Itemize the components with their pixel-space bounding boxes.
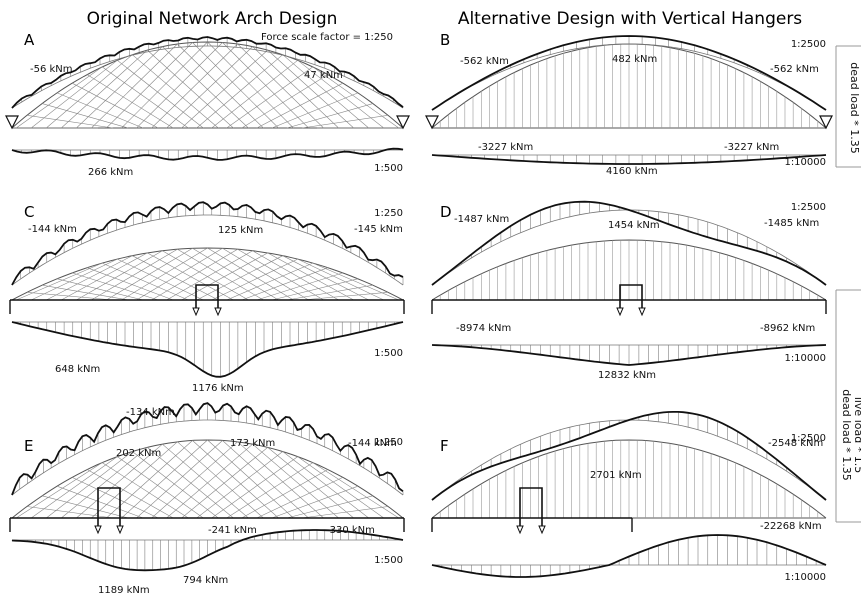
label-b-1: -562 kNm: [460, 56, 509, 67]
label-f-2: -2548 kNm: [768, 438, 823, 449]
moment-arch-d: [431, 200, 827, 286]
label-b-3: -562 kNm: [770, 64, 819, 75]
label-d-3: -1485 kNm: [764, 218, 819, 229]
label-e-4: -144 kNm: [348, 438, 397, 449]
label-e-2: 202 kNm: [116, 448, 161, 459]
label-c-1: -144 kNm: [28, 224, 77, 235]
arch-a: [11, 41, 404, 129]
scale-f-arch: 1:2500: [791, 433, 826, 444]
scale-d-arch: 1:2500: [791, 202, 826, 213]
label-c-2: 125 kNm: [218, 225, 263, 236]
label-e-6: -330 kNm: [326, 525, 375, 536]
label-a-1: -56 kNm: [30, 64, 73, 75]
label-c-3: -145 kNm: [354, 224, 403, 235]
moment-tie-b: [431, 154, 827, 165]
panel-letter-d: D: [440, 203, 452, 221]
label-e-1: -134 kNm: [126, 407, 175, 418]
moment-arch-e: [11, 402, 404, 496]
moment-arch-f: [431, 411, 827, 501]
moment-tie-a: [11, 147, 404, 161]
panel-letter-f: F: [440, 437, 449, 455]
label-e-7: 1189 kNm: [98, 585, 150, 596]
panel-letter-c: C: [24, 203, 34, 221]
scale-e-tie: 1:500: [374, 555, 403, 566]
scale-b-arch: 1:2500: [791, 39, 826, 50]
scale-c-arch: 1:250: [374, 208, 403, 219]
label-d-6: 12832 kNm: [598, 370, 656, 381]
label-a-3: 266 kNm: [88, 167, 133, 178]
label-d-2: 1454 kNm: [608, 220, 660, 231]
label-f-3: -22268 kNm: [760, 521, 822, 532]
moment-tie-c: [11, 321, 404, 378]
arch-e: [11, 439, 404, 519]
label-b-5: -3227 kNm: [724, 142, 779, 153]
structure-drawing: [5, 35, 833, 578]
scale-c-tie: 1:500: [374, 348, 403, 359]
moment-tie-e: [11, 529, 404, 572]
bearings-b: [425, 115, 833, 130]
label-b-2: 482 kNm: [612, 54, 657, 65]
side-label-dead: dead load * 1.35: [848, 62, 861, 153]
label-e-3: 173 kNm: [230, 438, 275, 449]
label-c-5: 1176 kNm: [192, 383, 244, 394]
label-e-5: -241 kNm: [208, 525, 257, 536]
label-f-1: 2701 kNm: [590, 470, 642, 481]
label-e-8: 794 kNm: [183, 575, 228, 586]
load-d: [431, 284, 827, 317]
scale-a-tie: 1:500: [374, 163, 403, 174]
label-b-6: 4160 kNm: [606, 166, 658, 177]
side-label-live-2: live load * 1.5: [852, 397, 861, 473]
moment-arch-c: [11, 201, 404, 286]
panel-letter-a: A: [24, 31, 35, 49]
label-d-4: -8974 kNm: [456, 323, 511, 334]
label-c-4: 648 kNm: [55, 364, 100, 375]
side-label-live-1: dead load * 1.35: [840, 389, 853, 480]
load-f: [431, 487, 633, 535]
left-title: Original Network Arch Design: [87, 9, 338, 29]
moment-arch-b: [431, 35, 827, 111]
label-a-2: 47 kNm: [304, 70, 343, 81]
load-e: [9, 487, 405, 535]
panel-letter-e: E: [24, 437, 33, 455]
label-d-1: -1487 kNm: [454, 214, 509, 225]
right-title: Alternative Design with Vertical Hangers: [458, 9, 802, 29]
moment-tie-f: [431, 534, 827, 578]
moment-arch-a: [11, 36, 404, 109]
label-b-4: -3227 kNm: [478, 142, 533, 153]
label-d-5: -8962 kNm: [760, 323, 815, 334]
panel-letter-b: B: [440, 31, 450, 49]
load-c: [9, 284, 405, 317]
force-scale-label: Force scale factor = 1:250: [261, 32, 393, 43]
side-bracket-live-load: [835, 289, 861, 523]
scale-b-tie: 1:10000: [784, 157, 826, 168]
scale-e-arch: 1:250: [374, 437, 403, 448]
arch-c: [11, 247, 404, 301]
side-bracket-dead-load: [835, 45, 861, 168]
scale-d-tie: 1:10000: [784, 353, 826, 364]
moment-tie-d: [431, 344, 827, 366]
bearings-a: [5, 115, 410, 130]
scale-f-tie: 1:10000: [784, 572, 826, 583]
